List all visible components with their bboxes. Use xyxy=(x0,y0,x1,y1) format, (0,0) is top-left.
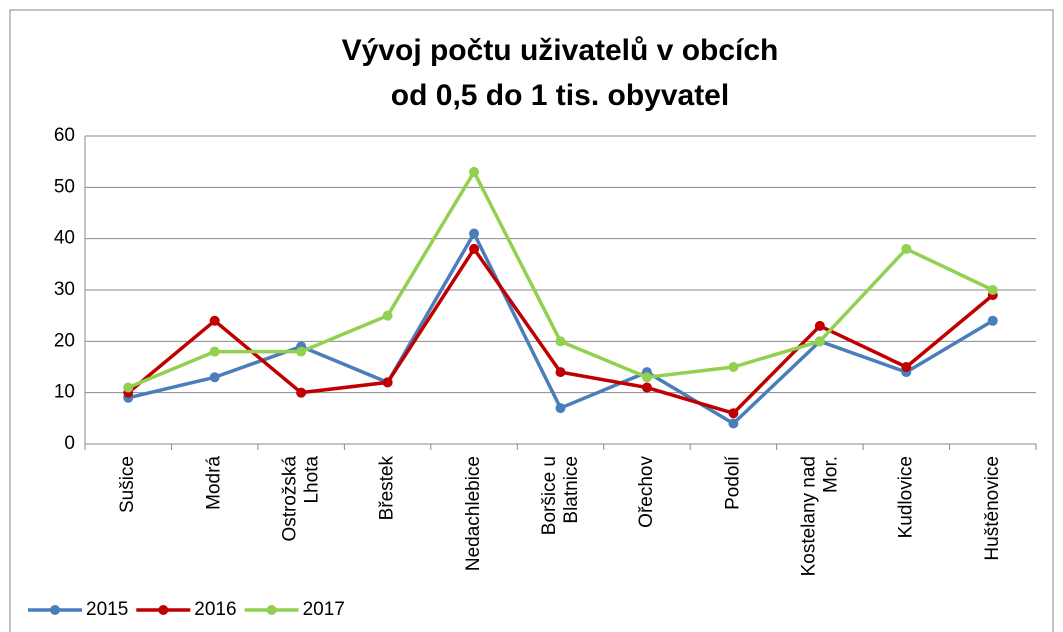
x-tick-label-group: Kostelany nadMor. xyxy=(798,456,841,576)
x-tick-label-group: Nedachlebice xyxy=(463,456,484,571)
point xyxy=(382,310,393,321)
legend-marker xyxy=(266,605,277,615)
x-tick-label-group: Modrá xyxy=(204,456,225,510)
point xyxy=(555,336,566,347)
point xyxy=(728,418,739,429)
point xyxy=(469,243,480,254)
x-tick-label: Huštěnovice xyxy=(982,456,1003,561)
point xyxy=(209,315,220,326)
y-tick-label: 0 xyxy=(64,433,75,454)
point xyxy=(814,320,825,331)
x-tick-label: Ořechov xyxy=(636,456,657,528)
chart-border xyxy=(9,9,1054,632)
x-tick-label-group: Sušice xyxy=(117,456,138,513)
x-tick-label: Břestek xyxy=(377,456,398,521)
y-tick-label: 50 xyxy=(54,176,75,197)
x-tick-label: Sušice xyxy=(117,456,138,513)
point xyxy=(469,166,480,177)
x-tick-label: Nedachlebice xyxy=(463,456,484,571)
point xyxy=(814,336,825,347)
x-tick-label: Modrá xyxy=(204,456,225,510)
point xyxy=(728,408,739,419)
point xyxy=(209,346,220,357)
point xyxy=(901,362,912,372)
y-tick-label: 30 xyxy=(54,279,75,300)
x-tick-label: Kostelany nadMor. xyxy=(798,456,841,576)
x-tick-label-group: OstrožskáLhota xyxy=(280,456,323,542)
y-tick-label: 60 xyxy=(54,125,75,146)
y-tick-label: 40 xyxy=(54,228,75,249)
legend-label: 2016 xyxy=(194,599,236,620)
point xyxy=(209,372,220,383)
point xyxy=(123,382,134,393)
legend-label: 2015 xyxy=(86,599,128,620)
y-tick-label: 20 xyxy=(54,330,75,351)
point xyxy=(728,362,739,372)
x-tick-label: Podolí xyxy=(722,455,743,510)
x-tick-label-group: Huštěnovice xyxy=(982,456,1003,561)
point xyxy=(987,315,998,326)
point xyxy=(296,346,307,357)
legend-marker xyxy=(50,605,60,615)
chart-title: od 0,5 do 1 tis. obyvatel xyxy=(391,79,729,112)
x-tick-label-group: Kudlovice xyxy=(895,456,916,538)
point xyxy=(469,228,480,239)
point xyxy=(641,372,652,383)
x-tick-label-group: Ořechov xyxy=(636,456,657,528)
chart-title: Vývoj počtu uživatelů v obcích xyxy=(342,34,779,67)
x-tick-label-group: Břestek xyxy=(377,456,398,521)
point xyxy=(555,367,566,378)
point xyxy=(296,387,307,398)
x-tick-label-group: Podolí xyxy=(722,455,743,510)
x-tick-label: OstrožskáLhota xyxy=(280,456,323,542)
legend-label: 2017 xyxy=(303,599,345,620)
x-tick-label: Boršice uBlatnice xyxy=(539,456,582,535)
point xyxy=(901,243,912,254)
point xyxy=(382,377,393,388)
x-tick-label-group: Boršice uBlatnice xyxy=(539,456,582,535)
y-tick-label: 10 xyxy=(54,382,75,403)
point xyxy=(987,285,998,295)
point xyxy=(641,382,652,393)
point xyxy=(555,403,566,414)
legend-marker xyxy=(158,605,169,615)
x-tick-label: Kudlovice xyxy=(895,456,916,538)
